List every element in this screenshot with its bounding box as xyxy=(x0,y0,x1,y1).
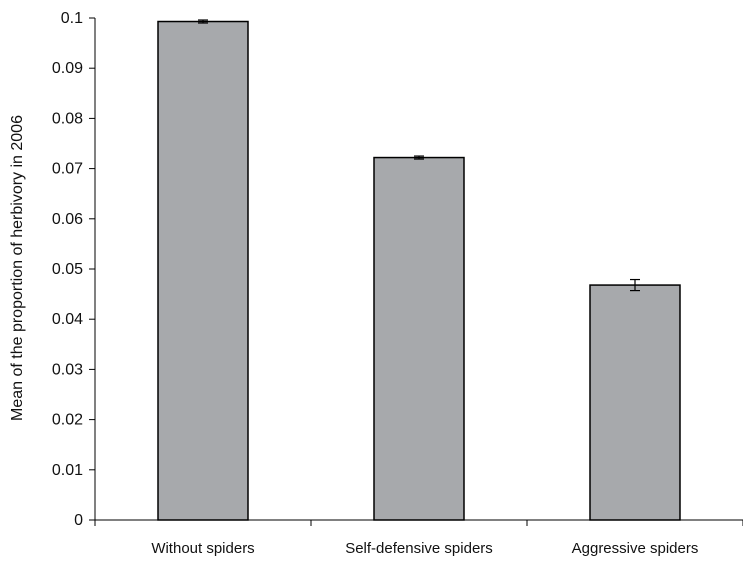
y-tick-label: 0.09 xyxy=(52,60,83,77)
y-tick-label: 0.08 xyxy=(52,110,83,127)
bar xyxy=(157,20,249,521)
x-tick-label: Without spiders xyxy=(151,540,254,557)
y-tick-label: 0.05 xyxy=(52,261,83,278)
bar xyxy=(589,284,681,521)
y-tick-label: 0.07 xyxy=(52,161,83,178)
y-tick-label: 0 xyxy=(74,512,83,529)
y-tick-label: 0.03 xyxy=(52,361,83,378)
y-axis-label: Mean of the proportion of herbivory in 2… xyxy=(9,115,26,421)
y-tick-label: 0.01 xyxy=(52,462,83,479)
plot-area: 0 0.01 0.02 0.03 0.04 0.05 0.06 0.07 0.08 0.09 0.1… xyxy=(52,10,743,557)
y-tick-label: 0.1 xyxy=(61,10,83,27)
y-tick-label: 0.04 xyxy=(52,311,83,328)
y-tick-label: 0.02 xyxy=(52,412,83,429)
x-tick-label: Self-defensive spiders xyxy=(345,540,493,557)
x-tick-label: Aggressive spiders xyxy=(572,540,699,557)
bar xyxy=(373,156,465,521)
y-tick-label: 0.06 xyxy=(52,211,83,228)
